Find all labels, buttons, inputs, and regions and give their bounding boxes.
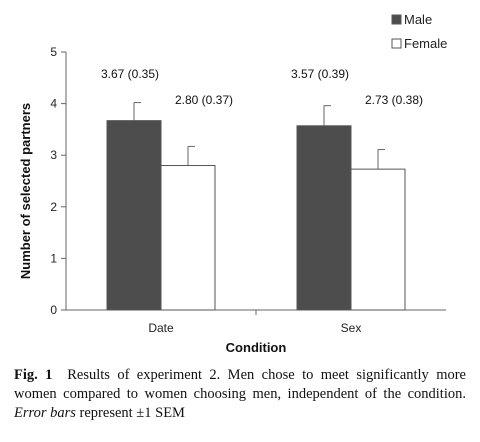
data-label: 3.67 (0.35)	[101, 67, 159, 81]
data-label: 3.57 (0.39)	[291, 67, 349, 81]
data-label: 2.73 (0.38)	[365, 93, 423, 107]
error-bars	[133, 102, 385, 170]
bar-female-sex	[350, 168, 406, 311]
legend-swatch-female	[391, 38, 402, 49]
x-tick-label: Sex	[341, 321, 362, 335]
legend-label-male: Male	[404, 12, 432, 27]
y-tick-label: 2	[50, 200, 57, 214]
data-labels: 3.67 (0.35) 3.57 (0.39) 2.80 (0.37) 2.73 (0…	[101, 67, 423, 107]
bar-male-sex	[296, 125, 352, 311]
bars	[106, 120, 406, 311]
caption-label: Fig. 1	[14, 367, 53, 383]
y-tick-label: 4	[50, 97, 57, 111]
legend-swatch-male	[391, 14, 402, 25]
legend-label-female: Female	[404, 36, 447, 51]
x-axis-title: Condition	[226, 340, 287, 355]
y-axis-title: Number of selected partners	[18, 103, 33, 279]
figure-caption: Fig. 1 Results of experiment 2. Men chos…	[14, 366, 466, 423]
bar-male-date	[106, 120, 162, 311]
caption-text-end: represent ±1 SEM	[79, 405, 185, 421]
caption-emphasis: Error bars	[14, 405, 76, 421]
bar-female-date	[160, 165, 216, 311]
y-tick-label: 1	[50, 251, 57, 265]
y-tick-label: 5	[50, 45, 57, 59]
legend: Male Female	[391, 12, 447, 51]
data-label: 2.80 (0.37)	[175, 93, 233, 107]
y-tick-label: 3	[50, 148, 57, 162]
y-tick-label: 0	[50, 303, 57, 317]
x-tick-label: Date	[148, 321, 174, 335]
axes: 0 1 2 3 4 5 Date Sex Condition Number of selected…	[18, 45, 446, 355]
caption-text: Results of experiment 2. Men chose to me…	[14, 367, 466, 402]
bar-chart: 0 1 2 3 4 5 Date Sex Condition Number of selected…	[18, 12, 447, 355]
